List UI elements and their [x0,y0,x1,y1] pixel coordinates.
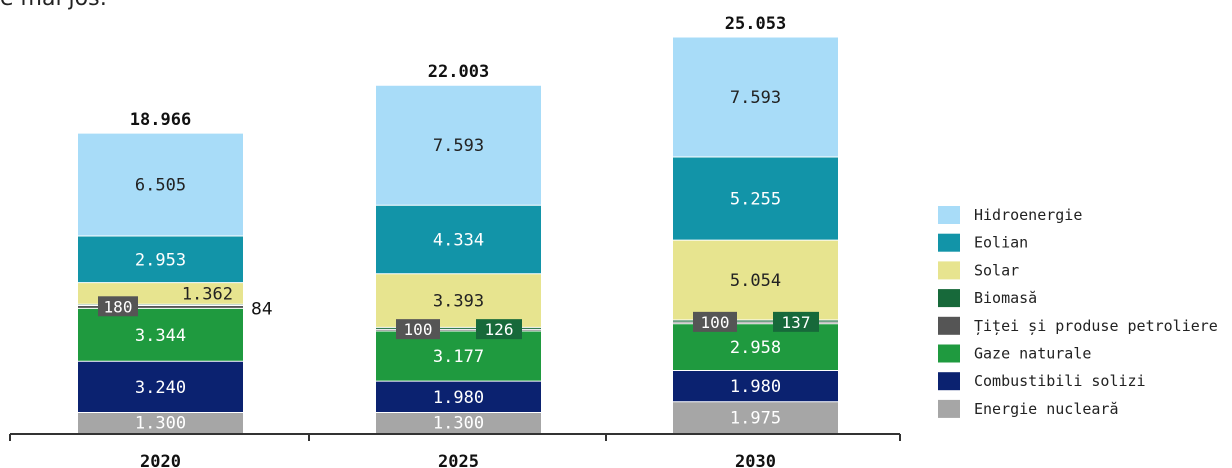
bar-segment-țiței-și-produse-petroliere [78,305,243,309]
data-label: 3.240 [135,378,186,398]
bar-segment-combustibili-solizi [673,370,838,402]
bar-segment-eolian [673,157,838,241]
data-label: 1.980 [433,388,484,408]
data-label: 3.393 [433,292,484,312]
bar-segment-biomasă [673,319,838,323]
data-label: 7.593 [433,136,484,156]
legend-swatch [938,206,960,224]
legend-swatch [938,399,960,418]
legend-entry: Eolian [974,234,1028,252]
data-label: 180 [104,297,133,316]
bar-segment-gaze-naturale [376,330,541,382]
data-label: 1.975 [730,408,781,428]
x-axis-label: 2030 [735,452,776,468]
bar-segment-biomasă [376,327,541,330]
data-label: 2.958 [730,338,781,358]
bar-segment-eolian [376,205,541,274]
bar-segment-energie-nucleară [376,412,541,433]
bar-segment-combustibili-solizi [78,361,243,413]
legend-swatch [938,261,960,280]
data-label: 7.593 [730,88,781,108]
total-label: 22.003 [428,62,489,82]
label-box [693,311,737,332]
legend-swatch [938,344,960,363]
legend-entry: Gaze naturale [974,345,1091,363]
data-label: 4.334 [433,230,484,250]
data-label: 84 [251,299,273,319]
cropped-header-text: e mai jos: [0,0,107,11]
data-label: 5.255 [730,190,781,210]
x-axis-label: 2020 [140,452,181,468]
bar-segment-solar [673,240,838,320]
legend-swatch [938,372,960,391]
label-box [476,319,522,340]
data-label: 1.300 [433,414,484,434]
data-label: 1.980 [730,377,781,397]
bar-segment-țiței-și-produse-petroliere [376,329,541,331]
x-axis-label: 2025 [438,452,479,468]
total-label: 18.966 [130,110,191,130]
legend-entry: Hidroenergie [974,206,1082,224]
data-label: 5.054 [730,271,781,291]
legend-entry: Biomasă [974,289,1037,307]
legend-entry: Țiței și produse petroliere [974,317,1218,335]
legend-entry: Combustibili solizi [974,372,1146,390]
data-label: 126 [485,320,514,339]
bar-segment-țiței-și-produse-petroliere [673,322,838,324]
bar-segment-hidroenergie [376,85,541,206]
data-label: 1.300 [135,414,186,434]
bar-segment-solar [376,273,541,328]
data-label: 6.505 [135,176,186,196]
legend-swatch [938,233,960,252]
bar-segment-gaze-naturale [78,308,243,362]
label-box [98,296,138,317]
bar-segment-energie-nucleară [673,401,838,433]
legend-entry: Energie nucleară [974,400,1119,418]
bar-segment-biomasă [78,304,243,306]
data-label: 137 [782,313,811,332]
total-label: 25.053 [725,14,786,34]
bar-segment-hidroenergie [78,133,243,237]
legend-swatch [938,289,960,308]
data-label: 100 [701,313,730,332]
legend-swatch [938,316,960,335]
label-box [396,319,440,340]
bar-segment-combustibili-solizi [376,381,541,413]
data-label: 3.177 [433,347,484,367]
label-box [773,311,819,332]
data-label: 100 [404,320,433,339]
bar-segment-energie-nucleară [78,412,243,433]
data-label: 3.344 [135,326,186,346]
data-label: 2.953 [135,250,186,270]
legend-entry: Solar [974,261,1019,279]
bar-segment-hidroenergie [673,37,838,158]
bar-segment-eolian [78,236,243,283]
data-label: 1.362 [182,284,233,304]
